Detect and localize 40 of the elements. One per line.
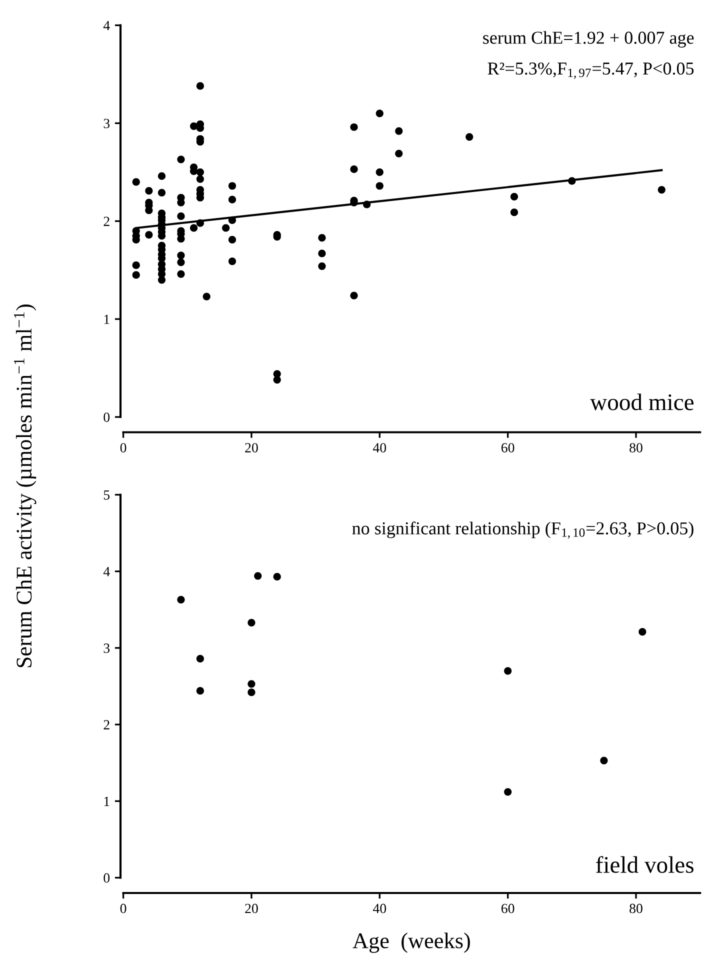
x-tick-label: 60 — [501, 443, 514, 452]
y-tick-label: 4 — [103, 20, 110, 30]
x-tick-label: 0 — [120, 904, 126, 914]
y-tick-label: 0 — [104, 412, 110, 422]
point — [177, 596, 185, 604]
x-tick-label: 80 — [630, 443, 642, 452]
x-tick-label: 20 — [245, 904, 258, 914]
annotation: field voles — [596, 856, 694, 873]
point — [196, 654, 204, 662]
y-tick-label: 3 — [104, 118, 110, 128]
y-tick-label: 1 — [104, 314, 110, 324]
y-tick-label: 5 — [104, 490, 110, 500]
point — [504, 788, 512, 796]
point — [254, 572, 262, 580]
point — [504, 667, 512, 675]
x-tick-label: 20 — [245, 443, 258, 452]
point — [600, 756, 608, 764]
point — [248, 680, 256, 688]
y-axis-title: Serum ChE activity (µmoles min$^{−1}$ ml$^{−1}$) — [14, 304, 36, 668]
x-tick-label: 40 — [372, 904, 386, 914]
point — [196, 687, 204, 695]
y-tick-label: 3 — [104, 644, 110, 653]
x-tick-label: 60 — [501, 904, 514, 914]
point — [248, 618, 256, 626]
point — [248, 688, 256, 696]
x-axis-title: Age (weeks) — [352, 932, 470, 953]
y-tick-label: 0 — [104, 873, 110, 883]
y-tick-label: 2 — [104, 720, 110, 730]
x-tick-label: 0 — [120, 443, 126, 452]
y-tick-label: 4 — [103, 567, 110, 576]
y-tick-label: 1 — [104, 796, 110, 806]
annotation: no significant relationship (F$_{1,10}$=2.63, P>0.05) — [352, 522, 694, 539]
annotation: wood mice — [590, 394, 694, 410]
annotation: R²=5.3%,F$_{1,97}$=5.47, P<0.05 — [488, 62, 694, 79]
y-tick-label: 2 — [104, 216, 110, 226]
x-tick-label: 40 — [372, 443, 386, 452]
point — [273, 572, 281, 581]
annotation: serum ChE=1.92 + 0.007 age — [483, 31, 694, 48]
point — [638, 628, 646, 636]
x-tick-label: 80 — [630, 904, 642, 914]
